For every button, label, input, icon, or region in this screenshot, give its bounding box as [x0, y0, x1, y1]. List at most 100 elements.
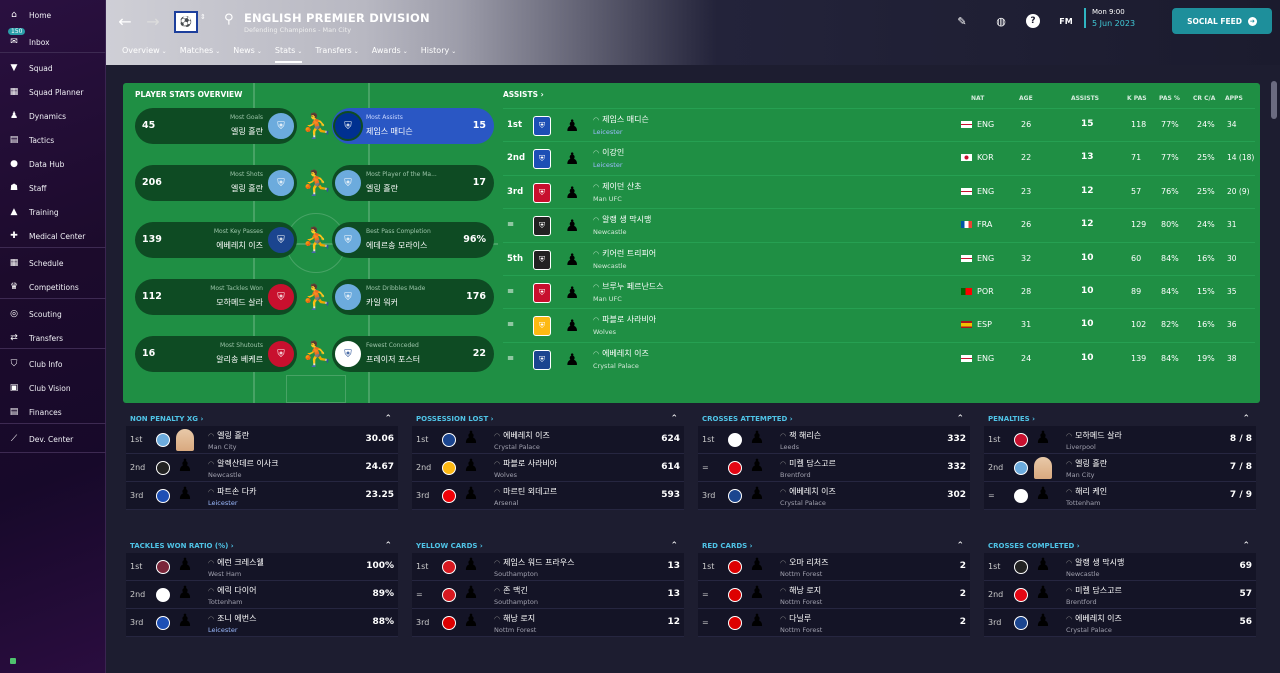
sidebar-item-finances[interactable]: ▤ Finances [0, 401, 106, 423]
collapse-icon[interactable]: ⌃ [956, 414, 964, 424]
player-name-link[interactable]: ◠ 에베레치 이즈 [780, 486, 836, 497]
club-name[interactable]: Leeds [780, 443, 800, 451]
column-header-k-pas[interactable]: K PAS [1127, 95, 1147, 102]
stat-card-most-goals[interactable]: 45 Most Goals 엘링 홀란 ⛨ [135, 108, 297, 144]
player-name-link[interactable]: ◠ 오마 리처즈 [780, 557, 828, 568]
list-item[interactable]: 3rd ♟ ◠ 에베레치 이즈 Crystal Palace 56 [984, 609, 1256, 637]
sidebar-item-medical-center[interactable]: ✚ Medical Center [0, 225, 106, 247]
list-item[interactable]: 2nd ◠ 엘링 홀란 Man City 7 / 8 [984, 454, 1256, 482]
list-item[interactable]: = ♟ ◠ 존 맥긴 Southampton 13 [412, 581, 684, 609]
list-item[interactable]: = ♟ ◠ 다닐루 Nottm Forest 2 [698, 609, 970, 637]
player-name-link[interactable]: ◠ 미켈 담스고르 [1066, 585, 1122, 596]
sidebar-item-data-hub[interactable]: ● Data Hub [0, 153, 106, 175]
back-arrow-icon[interactable]: ← [118, 11, 132, 31]
list-item[interactable]: 2nd ♟ ◠ 미켈 담스고르 Brentford 57 [984, 581, 1256, 609]
player-name-link[interactable]: ◠ 해낭 로지 [780, 585, 821, 596]
player-name-link[interactable]: ◠ 마르틴 외데고르 [494, 486, 557, 497]
club-name[interactable]: Wolves [494, 471, 518, 479]
player-name-link[interactable]: ◠ 제임스 매디슨 [593, 114, 649, 125]
club-name[interactable]: Man City [208, 443, 237, 451]
sidebar-item-club-vision[interactable]: ▣ Club Vision [0, 377, 106, 399]
sidebar-item-tactics[interactable]: ▤ Tactics [0, 129, 106, 151]
sidebar-item-competitions[interactable]: ♛ Competitions [0, 276, 106, 298]
player-name-link[interactable]: ◠ 파블로 사라비아 [494, 458, 557, 469]
sidebar-item-training[interactable]: ▲ Training [0, 201, 106, 223]
search-icon[interactable]: ⚲ [224, 12, 234, 27]
collapse-sidebar-icon[interactable] [10, 658, 16, 664]
stat-card-best-pass-completion[interactable]: ⛨ Best Pass Completion 에데르송 모라이스 96% [332, 222, 494, 258]
assists-title[interactable]: ASSISTS › [503, 90, 544, 99]
chevron-updown-icon[interactable]: ⇕ [200, 13, 206, 21]
list-item[interactable]: 3rd ♟ ◠ 파트손 다카 Leicester 23.25 [126, 482, 398, 510]
player-name-link[interactable]: ◠ 이강인 [593, 147, 624, 158]
stat-card-most-shots[interactable]: 206 Most Shots 엘링 홀란 ⛨ [135, 165, 297, 201]
club-name[interactable]: Leicester [208, 499, 238, 507]
competition-crest-icon[interactable]: ⚽ [174, 11, 198, 33]
list-item[interactable]: 1st ♟ ◠ 알랭 생 막시맹 Newcastle 69 [984, 553, 1256, 581]
collapse-icon[interactable]: ⌃ [670, 541, 678, 551]
sidebar-item-schedule[interactable]: ▦ Schedule [0, 252, 106, 274]
collapse-icon[interactable]: ⌃ [670, 414, 678, 424]
sidebar-item-squad-planner[interactable]: ▦ Squad Planner [0, 81, 106, 103]
scrollbar[interactable] [1270, 65, 1278, 673]
widget-title[interactable]: NON PENALTY XG › [130, 415, 203, 423]
club-name[interactable]: Nottm Forest [780, 598, 823, 606]
collapse-icon[interactable]: ⌃ [1242, 541, 1250, 551]
club-name[interactable]: Southampton [494, 570, 538, 578]
club-name[interactable]: Crystal Palace [593, 361, 639, 370]
player-name-link[interactable]: ◠ 에베레치 이즈 [1066, 613, 1122, 624]
scrollbar-thumb[interactable] [1271, 81, 1277, 119]
player-name-link[interactable]: ◠ 알랭 생 막시맹 [593, 214, 651, 225]
collapse-icon[interactable]: ⌃ [384, 541, 392, 551]
list-item[interactable]: 2nd ♟ ◠ 파블로 사라비아 Wolves 614 [412, 454, 684, 482]
assists-row[interactable]: = ⛨ ♟ ◠ 파블로 사라비아 Wolves ESP 31 10 102 82% 16% 36 [503, 308, 1255, 341]
club-name[interactable]: Newcastle [1066, 570, 1100, 578]
widget-title[interactable]: CROSSES ATTEMPTED › [702, 415, 793, 423]
assists-row[interactable]: 1st ⛨ ♟ ◠ 제임스 매디슨 Leicester ENG 26 15 118 77% 24% 34 [503, 108, 1255, 141]
player-name-link[interactable]: ◠ 알랭 생 막시맹 [1066, 557, 1124, 568]
tab-overview[interactable]: Overview ⌄ [122, 46, 167, 63]
tab-matches[interactable]: Matches ⌄ [180, 46, 221, 63]
assists-row[interactable]: = ⛨ ♟ ◠ 알랭 생 막시맹 Newcastle FRA 26 12 129 80% 24% 31 [503, 208, 1255, 241]
player-name-link[interactable]: ◠ 엘링 홀란 [1066, 458, 1107, 469]
player-name-link[interactable]: ◠ 에베레치 이즈 [494, 430, 550, 441]
collapse-icon[interactable]: ⌃ [956, 541, 964, 551]
stat-card-fewest-conceded[interactable]: ⛨ Fewest Conceded 프레이저 포스터 22 [332, 336, 494, 372]
assists-row[interactable]: 2nd ⛨ ♟ ◠ 이강인 Leicester KOR 22 13 71 77% 25% 14 (18) [503, 141, 1255, 174]
club-name[interactable]: Newcastle [593, 228, 627, 237]
club-name[interactable]: Leicester [593, 161, 623, 170]
player-name-link[interactable]: ◠ 미켈 담스고르 [780, 458, 836, 469]
assists-row[interactable]: = ⛨ ♟ ◠ 브루누 페르난드스 Man UFC POR 28 10 89 84% 15% 35 [503, 275, 1255, 308]
tab-transfers[interactable]: Transfers ⌄ [315, 46, 358, 63]
club-name[interactable]: Crystal Palace [1066, 626, 1112, 634]
player-name-link[interactable]: ◠ 잭 해리슨 [780, 430, 821, 441]
list-item[interactable]: 1st ♟ ◠ 제임스 워드 프라우스 Southampton 13 [412, 553, 684, 581]
list-item[interactable]: 1st ♟ ◠ 에런 크레스웰 West Ham 100% [126, 553, 398, 581]
tab-news[interactable]: News ⌄ [233, 46, 262, 63]
club-name[interactable]: Leicester [593, 128, 623, 136]
widget-title[interactable]: YELLOW CARDS › [416, 542, 483, 550]
stat-card-most-assists[interactable]: ⛨ Most Assists 제임스 매디슨 15 [332, 108, 494, 144]
club-name[interactable]: Brentford [1066, 598, 1097, 606]
list-item[interactable]: = ♟ ◠ 미켈 담스고르 Brentford 332 [698, 454, 970, 482]
tab-stats[interactable]: Stats ⌄ [274, 46, 303, 63]
widget-title[interactable]: PENALTIES › [988, 415, 1035, 423]
column-header-cr-c-a[interactable]: CR C/A [1193, 95, 1216, 102]
club-name[interactable]: Crystal Palace [780, 499, 826, 507]
date-display[interactable]: Mon 9:00 5 Jun 2023 [1084, 8, 1135, 28]
stat-card-most-dribbles-made[interactable]: ⛨ Most Dribbles Made 카일 워커 176 [332, 279, 494, 315]
sidebar-item-home[interactable]: ⌂ Home [0, 4, 106, 26]
stat-card-most-key-passes[interactable]: 139 Most Key Passes 에베레치 이즈 ⛨ [135, 222, 297, 258]
club-name[interactable]: Man City [1066, 471, 1095, 479]
sidebar-item-dynamics[interactable]: ♟ Dynamics [0, 105, 106, 127]
club-name[interactable]: Nottm Forest [780, 570, 823, 578]
list-item[interactable]: 3rd ♟ ◠ 마르틴 외데고르 Arsenal 593 [412, 482, 684, 510]
list-item[interactable]: 3rd ♟ ◠ 해낭 로지 Nottm Forest 12 [412, 609, 684, 637]
column-header-age[interactable]: AGE [1019, 95, 1033, 102]
club-name[interactable]: Leicester [208, 626, 238, 634]
club-name[interactable]: Wolves [593, 328, 617, 337]
column-header-assists[interactable]: ASSISTS [1071, 95, 1099, 102]
club-name[interactable]: Man UFC [593, 194, 622, 203]
player-name-link[interactable]: ◠ 다닐루 [780, 613, 811, 624]
player-name-link[interactable]: ◠ 제임스 워드 프라우스 [494, 557, 574, 568]
